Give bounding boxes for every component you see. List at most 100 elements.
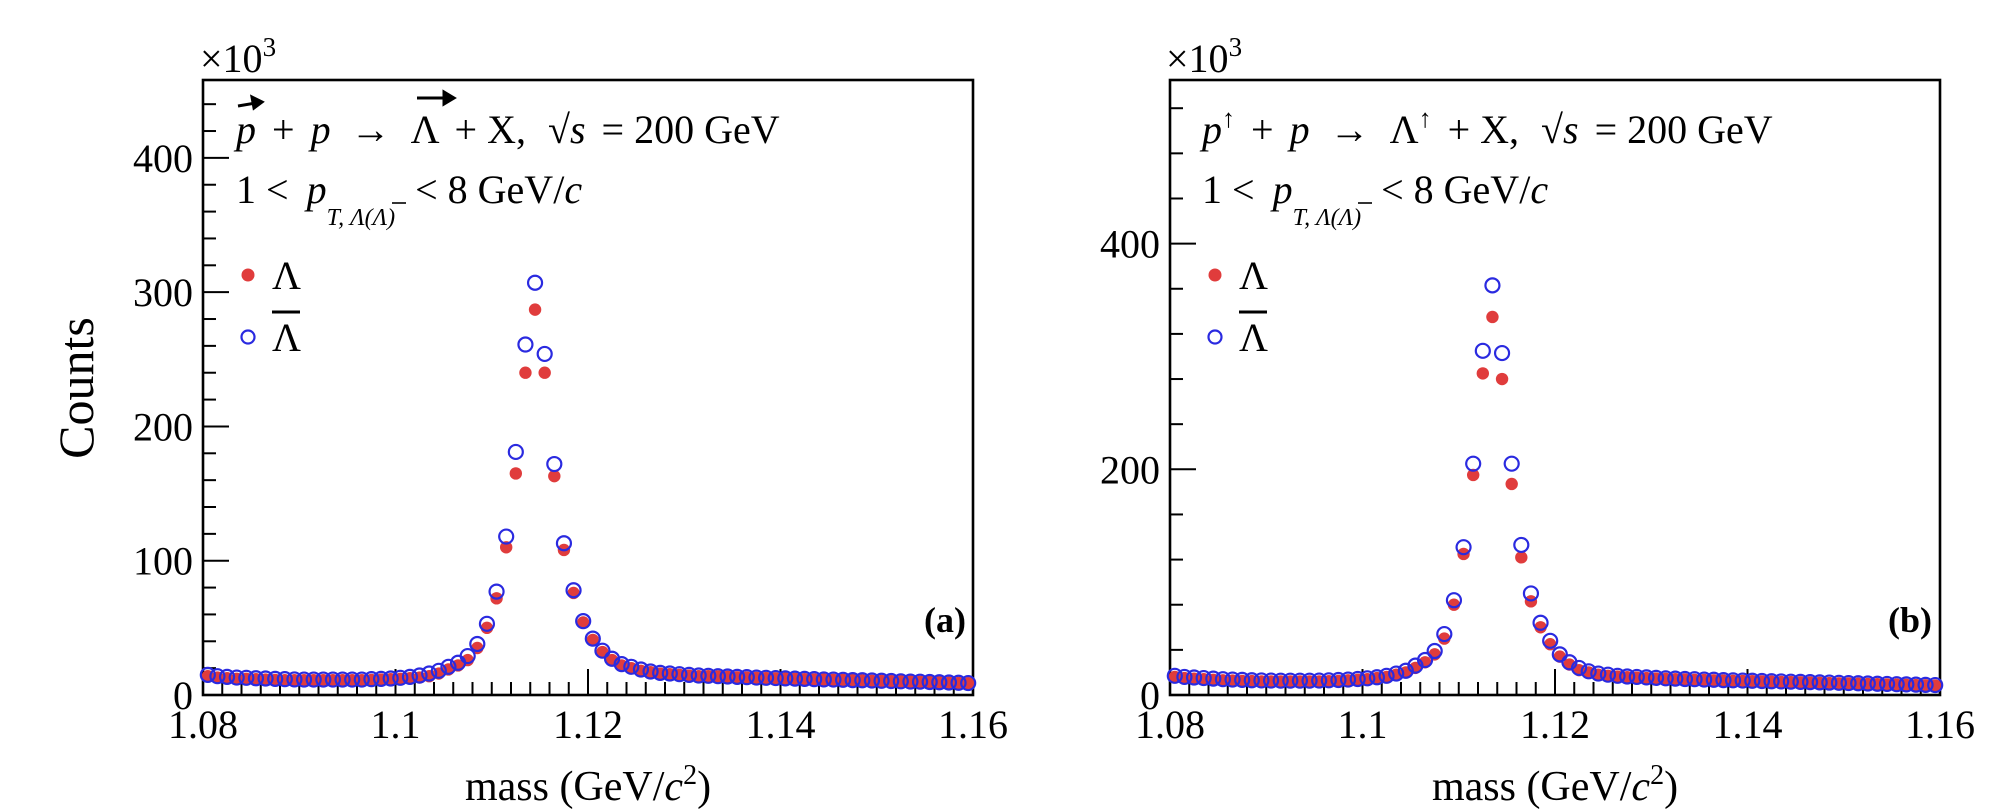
point-antilambda: [584, 630, 601, 647]
point-antilambda: [247, 670, 265, 687]
legend-marker-lambda: [241, 268, 255, 282]
point-antilambda: [719, 668, 736, 685]
point-antilambda: [469, 635, 486, 653]
point-antilambda: [1397, 662, 1414, 679]
point-antilambda: [1493, 344, 1511, 362]
pt-range-annotation: 1 < pT, Λ(Λ) < 8 GeV/c: [1202, 167, 1548, 234]
point-antilambda: [372, 670, 390, 687]
point-antilambda: [632, 661, 650, 678]
point-lambda: [509, 467, 523, 480]
point-antilambda: [1580, 663, 1597, 680]
y-tick-label: 200: [133, 404, 193, 449]
panel-label: (b): [1888, 600, 1932, 640]
point-antilambda: [1349, 670, 1366, 688]
legend: Λ Λ: [240, 253, 301, 360]
point-lambda: [1486, 310, 1499, 324]
point-antilambda: [1676, 670, 1694, 688]
point-lambda: [538, 366, 551, 379]
point-antilambda: [1214, 671, 1232, 688]
point-antilambda: [902, 673, 919, 690]
point-antilambda: [1888, 676, 1905, 693]
point-antilambda: [228, 669, 245, 686]
point-antilambda: [267, 670, 284, 687]
point-antilambda: [488, 583, 505, 600]
point-antilambda: [1850, 675, 1867, 692]
point-antilambda: [1715, 672, 1732, 689]
point-antilambda: [1753, 672, 1771, 690]
point-antilambda: [1426, 642, 1443, 660]
point-lambda: [1495, 372, 1509, 386]
point-antilambda: [507, 443, 524, 461]
y-axis-label: Counts: [48, 317, 104, 459]
x-tick-label: 1.16: [938, 702, 1008, 747]
point-antilambda: [940, 674, 958, 691]
point-antilambda: [1542, 632, 1559, 649]
point-antilambda: [1339, 671, 1357, 688]
point-antilambda: [1840, 674, 1857, 692]
point-lambda: [1534, 621, 1547, 634]
point-antilambda: [1744, 672, 1761, 689]
point-antilambda: [738, 669, 755, 686]
point-antilambda: [1619, 668, 1636, 685]
point-antilambda: [392, 669, 409, 686]
point-antilambda: [1898, 676, 1915, 693]
x-tick-label: 1.08: [168, 702, 238, 747]
point-lambda: [576, 616, 590, 629]
y-tick-label: 300: [133, 270, 193, 315]
x-tick-label: 1.16: [1905, 702, 1975, 747]
point-antilambda: [883, 672, 900, 690]
legend-marker-antilambda: [240, 329, 256, 345]
point-antilambda: [844, 671, 861, 689]
point-antilambda: [238, 669, 255, 686]
point-antilambda: [526, 274, 544, 291]
point-antilambda: [546, 455, 563, 473]
point-antilambda: [1359, 670, 1376, 687]
x-axis-label: mass (GeV/c2): [1432, 760, 1678, 810]
point-antilambda: [1705, 671, 1722, 688]
point-antilambda: [421, 665, 438, 682]
x-ticks: 1.08 1.1 1.12 1.14 1.16: [1135, 669, 1975, 747]
point-antilambda: [411, 667, 428, 684]
point-antilambda: [1455, 539, 1472, 556]
point-lambda: [499, 541, 513, 554]
point-antilambda: [1253, 672, 1270, 689]
y-tick-label: 400: [133, 136, 193, 181]
point-antilambda: [1436, 625, 1453, 643]
point-antilambda: [1185, 669, 1203, 686]
point-antilambda: [315, 671, 332, 688]
point-antilambda: [1368, 669, 1386, 686]
point-antilambda: [777, 670, 794, 687]
data-points: [199, 274, 977, 692]
point-lambda: [586, 633, 600, 647]
x-ticks: 1.08 1.1 1.12 1.14 1.16: [168, 669, 1008, 747]
point-antilambda: [334, 671, 351, 688]
pt-range-annotation: 1 < pT, Λ(Λ) < 8 GeV/c: [236, 167, 582, 234]
point-antilambda: [286, 671, 303, 688]
y-tick-label: 200: [1100, 447, 1160, 492]
point-antilambda: [1484, 277, 1501, 294]
point-antilambda: [931, 674, 948, 691]
x-tick-label: 1.12: [1520, 702, 1590, 747]
point-antilambda: [921, 673, 938, 691]
point-antilambda: [623, 658, 640, 675]
point-antilambda: [517, 336, 534, 353]
point-antilambda: [1378, 667, 1395, 684]
point-antilambda: [1599, 666, 1617, 683]
x-tick-label: 1.1: [371, 702, 421, 747]
point-antilambda: [1763, 673, 1780, 690]
legend-marker-antilambda: [1207, 329, 1223, 345]
point-antilambda: [1628, 668, 1645, 686]
point-antilambda: [295, 671, 313, 688]
point-antilambda: [498, 528, 515, 545]
point-lambda: [548, 469, 561, 483]
point-antilambda: [1878, 675, 1896, 693]
point-antilambda: [960, 674, 977, 692]
point-antilambda: [834, 671, 852, 688]
y-tick-label: 0: [173, 673, 193, 718]
point-antilambda: [1465, 455, 1482, 472]
point-antilambda: [1647, 669, 1665, 686]
point-antilambda: [555, 535, 573, 552]
point-antilambda: [1474, 342, 1491, 359]
point-antilambda: [863, 672, 881, 689]
x-tick-label: 1.08: [1135, 702, 1205, 747]
